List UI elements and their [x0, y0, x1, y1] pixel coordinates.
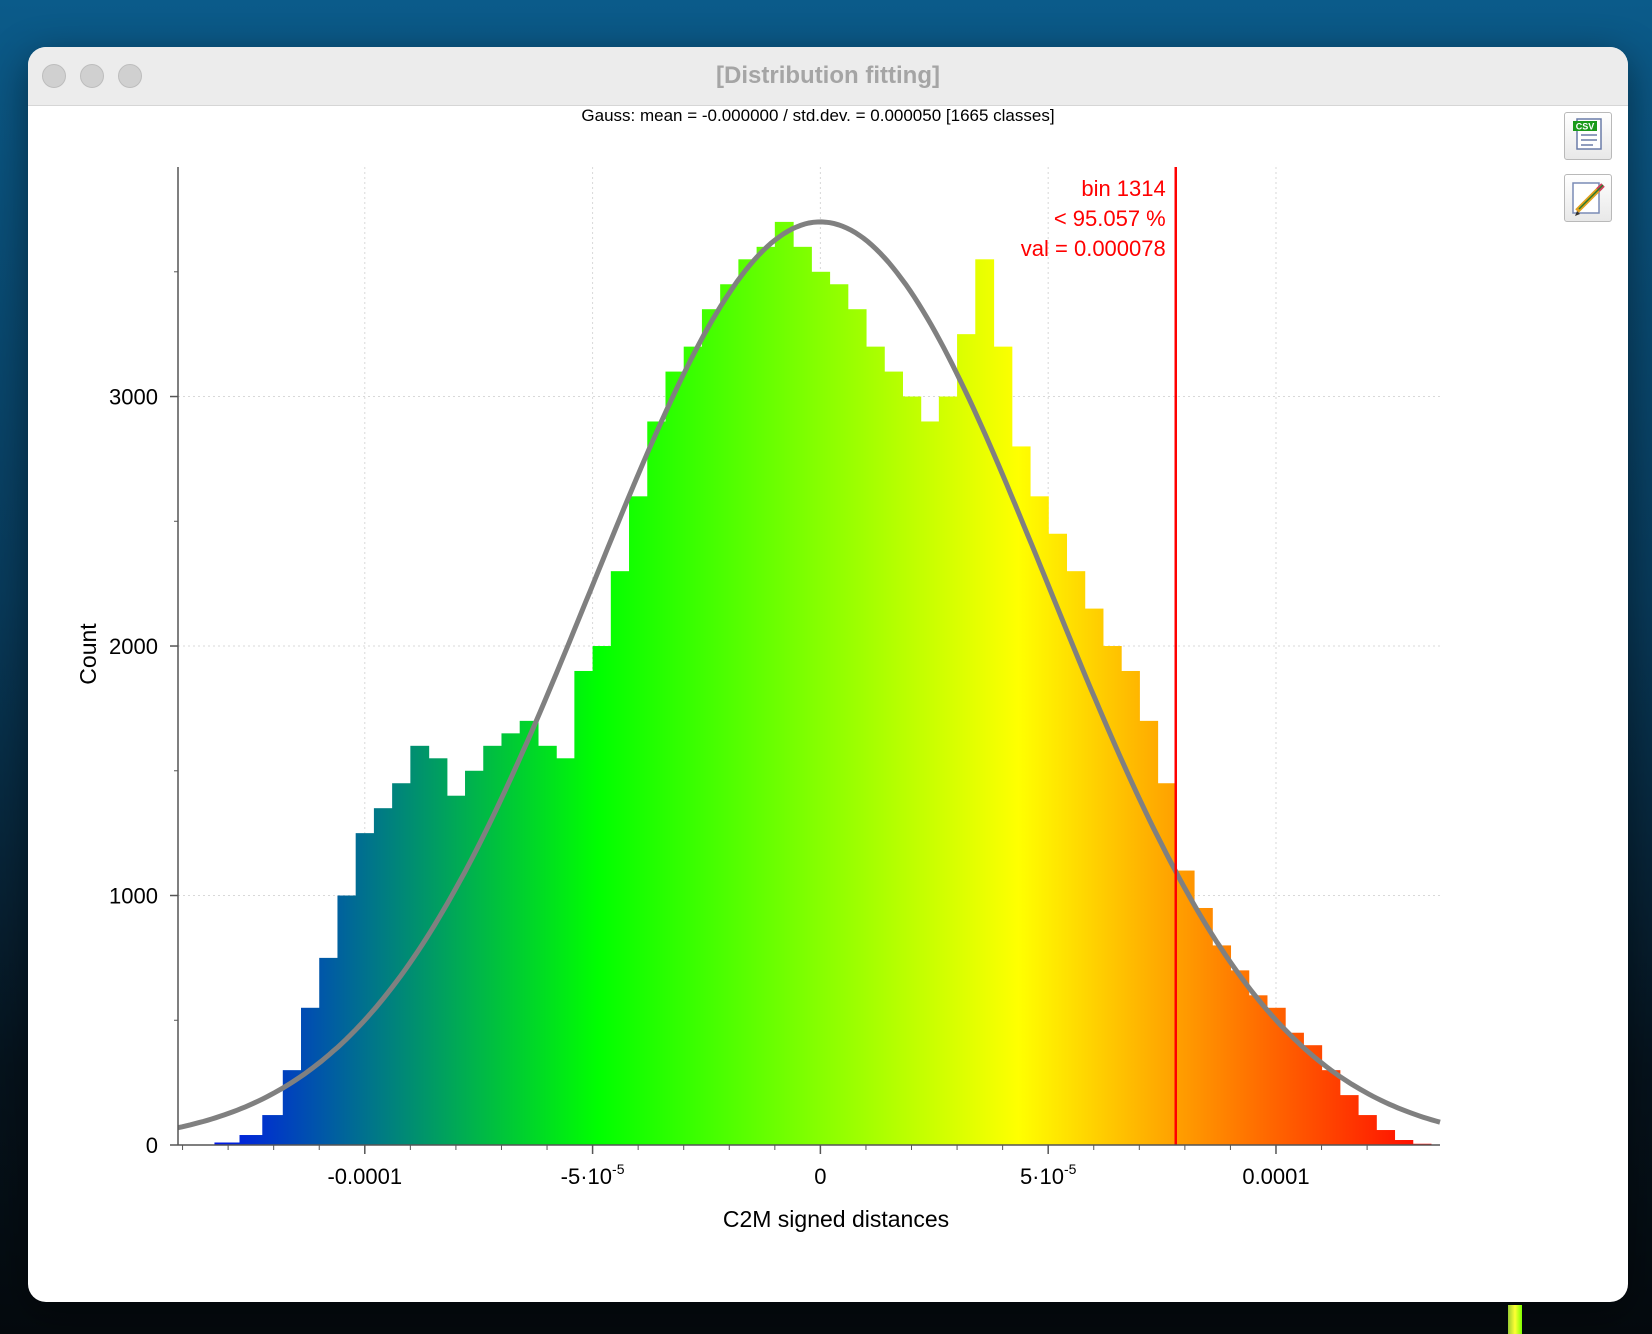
- y-tick-label: 2000: [109, 634, 158, 659]
- histogram-bar: [647, 421, 667, 1145]
- histogram-bars: [214, 221, 1432, 1145]
- histogram-bar: [1157, 783, 1177, 1145]
- marker-label-value: val = 0.000078: [1021, 236, 1166, 261]
- zoom-window-button[interactable]: [118, 64, 142, 88]
- histogram-bar: [373, 808, 393, 1145]
- histogram-bar: [1048, 533, 1068, 1145]
- histogram-bar: [282, 1070, 302, 1145]
- histogram-bar: [1121, 670, 1140, 1145]
- histogram-bar: [574, 670, 594, 1145]
- x-tick-labels: -0.0001 -5·10-5 0 5·10-5 0.0001: [327, 1161, 1309, 1189]
- histogram-bar: [865, 346, 885, 1145]
- histogram-bar: [756, 246, 776, 1145]
- x-tick-label: 5·10-5: [1020, 1161, 1077, 1189]
- y-tick-label: 3000: [109, 385, 158, 410]
- histogram-bar: [428, 758, 448, 1145]
- histogram-bar: [519, 720, 539, 1145]
- histogram-bar: [629, 496, 648, 1145]
- export-csv-button[interactable]: CSV: [1564, 112, 1612, 160]
- histogram-bar: [392, 783, 411, 1145]
- histogram-bar: [465, 770, 484, 1145]
- histogram-bar: [665, 371, 685, 1145]
- histogram-bar: [829, 284, 849, 1145]
- histogram-bar: [1011, 446, 1031, 1145]
- x-tick-label: -5·10-5: [561, 1161, 625, 1189]
- marker-labels: bin 1314 < 95.057 % val = 0.000078: [1021, 176, 1166, 261]
- pencil-icon: [1572, 182, 1605, 216]
- histogram-bar: [355, 833, 375, 1145]
- y-tick-label: 0: [146, 1133, 158, 1158]
- axes: [170, 167, 1440, 1154]
- chart-title: Gauss: mean = -0.000000 / std.dev. = 0.0…: [581, 106, 1054, 125]
- histogram-bar: [1376, 1130, 1396, 1145]
- histogram-bar: [1066, 571, 1086, 1145]
- histogram-bar: [1339, 1095, 1359, 1145]
- histogram-bar: [811, 271, 831, 1145]
- histogram-bar: [1266, 1007, 1286, 1145]
- histogram-bar: [1394, 1140, 1414, 1145]
- distribution-fitting-window: [Distribution fitting] CSV: [28, 47, 1628, 1302]
- gauss-fit-curve: [177, 219, 1441, 1131]
- csv-export-icon: CSV: [1573, 118, 1602, 150]
- histogram-bar: [975, 259, 995, 1145]
- histogram-bar: [1321, 1070, 1341, 1145]
- histogram-bar: [262, 1115, 284, 1145]
- histogram-bar: [1357, 1115, 1377, 1145]
- histogram-bar: [720, 284, 739, 1145]
- histogram-bar: [1248, 995, 1268, 1145]
- histogram-bar: [483, 745, 503, 1145]
- histogram-bar: [1230, 970, 1250, 1145]
- x-tick-label: 0: [814, 1164, 826, 1189]
- histogram-bar: [214, 1142, 241, 1145]
- histogram-bar: [1212, 945, 1232, 1145]
- y-tick-label: 1000: [109, 884, 158, 909]
- minimize-window-button[interactable]: [80, 64, 104, 88]
- histogram-bar: [537, 745, 557, 1145]
- y-axis-label: Count: [75, 623, 101, 685]
- close-window-button[interactable]: [42, 64, 66, 88]
- histogram-bar: [701, 309, 721, 1145]
- histogram-bar: [957, 334, 976, 1145]
- histogram-bar: [1084, 608, 1104, 1145]
- histogram-bar: [1193, 907, 1213, 1145]
- histogram-bar: [738, 259, 758, 1145]
- background-color-strip: [1508, 1305, 1522, 1334]
- histogram-chart: Gauss: mean = -0.000000 / std.dev. = 0.0…: [75, 106, 1441, 1232]
- histogram-bar: [1175, 870, 1195, 1145]
- histogram-bar: [556, 758, 575, 1145]
- histogram-bar: [446, 795, 466, 1145]
- histogram-bar: [993, 346, 1013, 1145]
- histogram-bar: [938, 396, 958, 1145]
- histogram-bar: [793, 246, 812, 1145]
- histogram-bar: [847, 309, 867, 1145]
- x-tick-label: -0.0001: [327, 1164, 402, 1189]
- histogram-bar: [501, 733, 521, 1145]
- histogram-bar: [337, 895, 357, 1145]
- x-tick-label: 0.0001: [1242, 1164, 1309, 1189]
- histogram-bar: [301, 1007, 320, 1145]
- histogram-bar: [610, 571, 630, 1145]
- histogram-bar: [1139, 720, 1159, 1145]
- title-bar: [Distribution fitting]: [28, 47, 1628, 106]
- histogram-bar: [774, 221, 794, 1145]
- histogram-bar: [1102, 646, 1122, 1145]
- histogram-bar: [1029, 496, 1049, 1145]
- histogram-bar: [1303, 1045, 1323, 1145]
- histogram-bar: [902, 396, 922, 1145]
- y-tick-labels: 0 1000 2000 3000: [109, 385, 158, 1158]
- histogram-bar: [319, 957, 339, 1145]
- histogram-bar: [683, 346, 703, 1145]
- histogram-bar: [884, 371, 903, 1145]
- marker-label-bin: bin 1314: [1081, 176, 1165, 201]
- histogram-bar: [920, 421, 940, 1145]
- x-axis-label: C2M signed distances: [723, 1206, 949, 1232]
- window-title: [Distribution fitting]: [716, 62, 940, 89]
- csv-badge-label: CSV: [1576, 122, 1595, 132]
- histogram-bar: [592, 646, 612, 1145]
- edit-graph-button[interactable]: [1564, 174, 1612, 222]
- histogram-bar: [239, 1135, 263, 1145]
- marker-label-percent: < 95.057 %: [1054, 206, 1166, 231]
- histogram-bar: [1285, 1032, 1304, 1145]
